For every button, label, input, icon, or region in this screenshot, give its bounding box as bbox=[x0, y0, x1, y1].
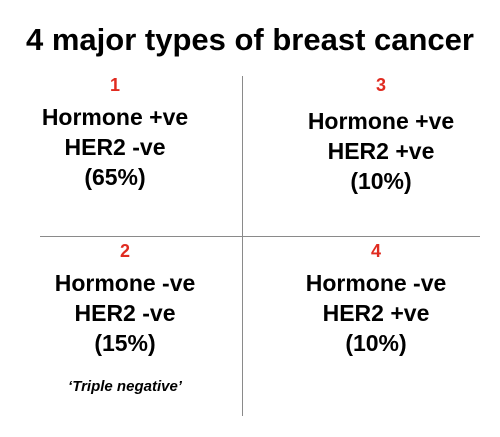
her2-status: HER2 -ve bbox=[74, 300, 176, 326]
quadrant-3: 3 Hormone +ve HER2 +ve (10%) bbox=[262, 74, 500, 196]
diagram-title: 4 major types of breast cancer bbox=[26, 22, 474, 57]
percentage: (65%) bbox=[84, 164, 146, 190]
her2-status: HER2 +ve bbox=[327, 138, 435, 164]
quadrant-number: 4 bbox=[370, 241, 381, 261]
her2-status: HER2 +ve bbox=[322, 300, 430, 326]
hormone-status: Hormone -ve bbox=[305, 270, 447, 296]
percentage: (10%) bbox=[345, 330, 407, 356]
hormone-status: Hormone -ve bbox=[54, 270, 196, 296]
triple-negative-note: ‘Triple negative’ bbox=[68, 378, 182, 395]
quadrant-4: 4 Hormone -ve HER2 +ve (10%) bbox=[252, 240, 500, 358]
percentage: (15%) bbox=[94, 330, 156, 356]
quadrant-number: 3 bbox=[375, 75, 386, 95]
hormone-status: Hormone +ve bbox=[41, 104, 189, 130]
quadrant-number: 2 bbox=[119, 241, 130, 261]
quadrant-2: 2 Hormone -ve HER2 -ve (15%) bbox=[0, 240, 250, 358]
quadrant-number: 1 bbox=[109, 75, 120, 95]
quadrant-1: 1 Hormone +ve HER2 -ve (65%) bbox=[0, 74, 230, 192]
horizontal-divider bbox=[40, 236, 480, 237]
hormone-status: Hormone +ve bbox=[307, 108, 455, 134]
vertical-divider bbox=[242, 76, 243, 416]
percentage: (10%) bbox=[350, 168, 412, 194]
her2-status: HER2 -ve bbox=[64, 134, 166, 160]
